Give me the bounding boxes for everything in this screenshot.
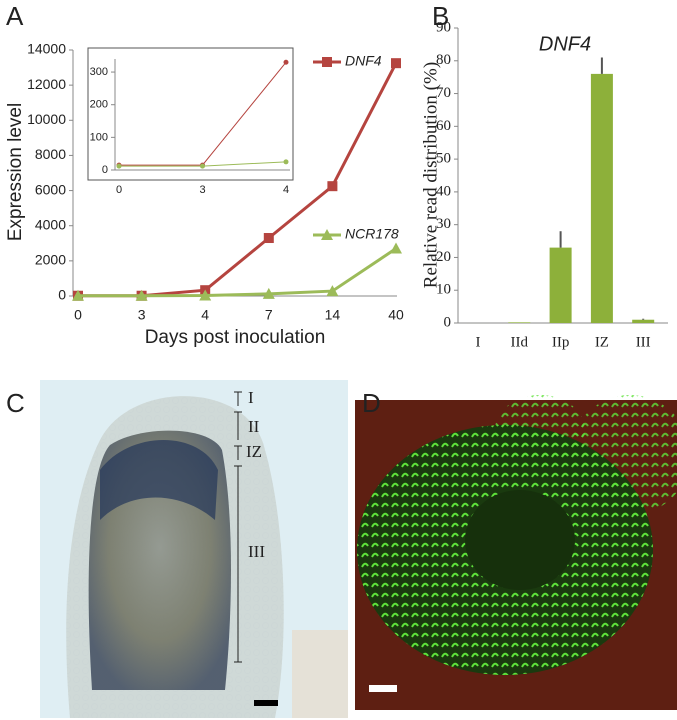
y-tick-label: 90 bbox=[436, 19, 451, 35]
y-tick-label: 10 bbox=[436, 282, 451, 298]
x-tick-label: 0 bbox=[74, 307, 82, 323]
marker bbox=[327, 181, 338, 192]
zone-label: I bbox=[248, 388, 254, 407]
neighbor-nodule bbox=[495, 395, 585, 465]
panel-letter: A bbox=[6, 1, 24, 31]
y-tick-label: 300 bbox=[90, 66, 108, 78]
nodule-center bbox=[465, 490, 575, 590]
x-tick-label: 40 bbox=[388, 307, 404, 323]
zone-label: IZ bbox=[246, 442, 262, 461]
y-tick-label: 0 bbox=[58, 287, 66, 303]
marker bbox=[262, 287, 275, 299]
y-tick-label: 4000 bbox=[35, 216, 66, 232]
x-tick-label: 4 bbox=[283, 184, 289, 196]
y-tick-label: 30 bbox=[436, 216, 451, 232]
y-tick-label: 0 bbox=[102, 164, 108, 176]
bar bbox=[508, 322, 531, 323]
neighbor-nodule bbox=[570, 395, 677, 515]
y-tick-label: 70 bbox=[436, 85, 451, 101]
y-axis-label: Relative read distribution (%) bbox=[420, 62, 441, 288]
y-tick-label: 20 bbox=[436, 249, 451, 265]
y-tick-label: 0 bbox=[444, 314, 452, 330]
marker bbox=[326, 285, 339, 297]
marker bbox=[200, 163, 205, 169]
x-tick-label: 0 bbox=[116, 184, 122, 196]
root-tissue bbox=[292, 630, 348, 718]
zone-brackets bbox=[234, 391, 242, 663]
bar bbox=[549, 247, 572, 323]
y-tick-label: 200 bbox=[90, 99, 108, 111]
bar bbox=[632, 319, 655, 323]
y-tick-label: 14000 bbox=[27, 41, 66, 57]
y-tick-label: 100 bbox=[90, 131, 108, 143]
x-tick-label: 3 bbox=[138, 307, 146, 323]
y-tick-label: 80 bbox=[436, 52, 451, 68]
panel-letter: C bbox=[6, 388, 25, 418]
panel-c-image: I II IZ III bbox=[40, 380, 348, 718]
y-tick-label: 8000 bbox=[35, 146, 66, 162]
inset-frame bbox=[87, 47, 294, 181]
y-tick-label: 60 bbox=[436, 118, 451, 134]
panel-letter: B bbox=[432, 1, 449, 31]
y-axis-label: Expression level bbox=[5, 103, 26, 241]
legend-label: NCR178 bbox=[345, 226, 399, 242]
x-tick-label: I bbox=[476, 334, 481, 350]
x-tick-label: 3 bbox=[199, 184, 205, 196]
y-tick-label: 10000 bbox=[27, 111, 66, 127]
x-tick-label: III bbox=[636, 334, 651, 350]
marker bbox=[283, 59, 289, 65]
scale-bar bbox=[254, 700, 278, 706]
marker bbox=[391, 58, 401, 69]
y-tick-label: 12000 bbox=[27, 76, 66, 92]
infection-zone-stain bbox=[100, 440, 218, 520]
x-tick-label: IIp bbox=[552, 334, 570, 350]
panel-letter: D bbox=[362, 388, 381, 418]
marker bbox=[72, 289, 84, 301]
scale-bar bbox=[369, 685, 397, 692]
marker bbox=[322, 57, 332, 67]
marker bbox=[116, 163, 122, 169]
legend-label: DNF4 bbox=[345, 53, 382, 69]
y-tick-label: 50 bbox=[436, 151, 451, 167]
x-tick-label: 4 bbox=[201, 307, 209, 323]
panel-d-image bbox=[355, 395, 677, 710]
marker bbox=[321, 229, 333, 240]
x-axis-label: Days post inoculation bbox=[145, 327, 326, 348]
line bbox=[78, 247, 397, 298]
bar bbox=[590, 73, 613, 323]
marker bbox=[135, 289, 148, 301]
y-tick-label: 2000 bbox=[35, 252, 66, 268]
x-tick-label: IId bbox=[511, 334, 529, 350]
marker bbox=[263, 233, 274, 244]
marker bbox=[199, 289, 212, 301]
zone-label: II bbox=[248, 417, 260, 436]
marker bbox=[390, 242, 402, 254]
x-tick-label: 7 bbox=[265, 307, 273, 323]
x-tick-label: 14 bbox=[325, 307, 341, 323]
x-tick-label: IZ bbox=[595, 334, 609, 350]
marker bbox=[283, 159, 289, 165]
chart-title: DNF4 bbox=[539, 33, 591, 55]
zone-label: III bbox=[248, 542, 265, 561]
y-tick-label: 6000 bbox=[35, 181, 66, 197]
y-tick-label: 40 bbox=[436, 183, 451, 199]
